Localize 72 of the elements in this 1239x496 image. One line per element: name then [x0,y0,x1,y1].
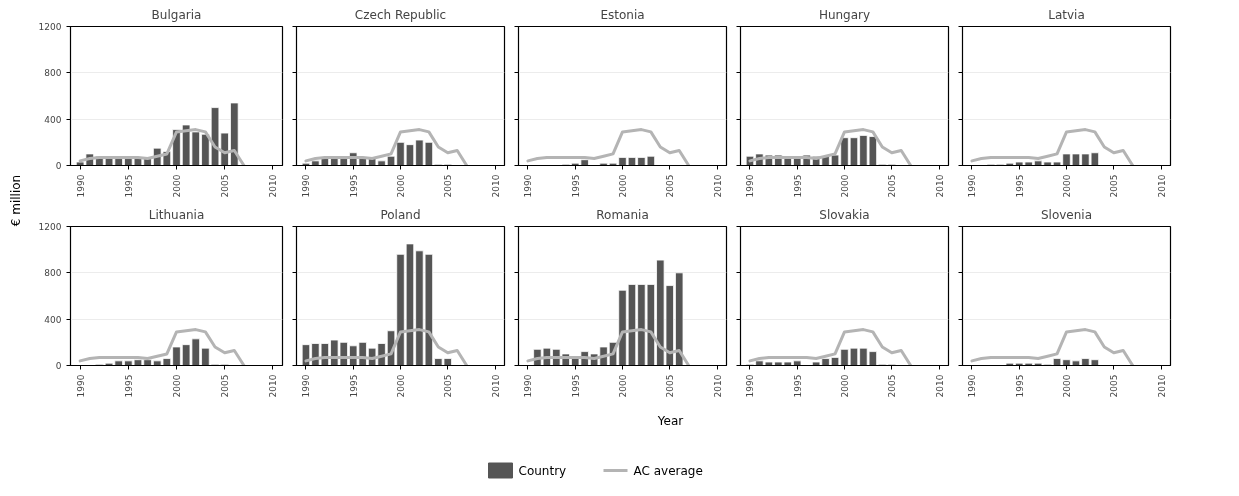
x-tick-label: 2000 [172,174,182,198]
x-tick-label: 2010 [268,174,279,198]
x-tick-label: 1995 [348,374,359,398]
x-tick-label: 2000 [396,174,406,198]
chart-title: Latvia [1048,7,1085,22]
x-tick-label: 2005 [665,374,676,398]
chart-title: Slovenia [1040,207,1093,222]
x-tick-label: 1990 [523,374,534,398]
x-tick-label: 1990 [301,374,312,398]
x-tick-label: 2010 [712,174,723,198]
x-tick-label: 2005 [443,374,454,398]
x-tick-label: 2010 [712,374,723,398]
x-tick-label: 2000 [840,374,850,398]
x-tick-label: 2005 [220,374,231,398]
x-tick-label: 1995 [570,374,581,398]
y-tick-label: 800 [44,68,62,79]
x-tick-label: 1995 [1014,374,1025,398]
y-tick-label: 400 [44,314,62,325]
x-tick-label: 1990 [75,174,86,198]
x-tick-label: 2005 [220,174,231,198]
x-tick-label: 2005 [887,374,898,398]
x-tick-label: 2010 [268,374,279,398]
chart-title: Hungary [818,7,871,22]
legend-label: AC average [633,463,703,478]
x-tick-label: 1990 [75,374,86,398]
x-tick-label: 2005 [1109,174,1120,198]
x-tick-label: 2005 [443,174,454,198]
legend-label: Country [518,463,567,478]
y-axis-title: € million [8,174,23,227]
x-tick-label: 1990 [745,374,756,398]
x-tick-label: 2010 [1156,174,1167,198]
x-tick-label: 1990 [301,174,312,198]
y-tick-label: 800 [44,268,62,279]
y-tick-label: 400 [44,114,62,125]
x-tick-label: 1995 [792,174,803,198]
x-tick-label: 1995 [570,174,581,198]
x-tick-label: 1990 [967,174,978,198]
x-tick-label: 2010 [934,174,945,198]
x-axis-title: Year [656,413,684,428]
x-tick-label: 2005 [1109,374,1120,398]
x-tick-label: 2000 [618,174,628,198]
chart-title: Romania [596,207,649,222]
x-tick-label: 2000 [618,374,628,398]
chart-title: Poland [380,207,421,222]
y-tick-label: 0 [55,161,62,171]
x-tick-label: 1990 [967,374,978,398]
x-tick-label: 2010 [1156,374,1167,398]
chart-title: Bulgaria [151,7,202,22]
chart-title: Slovakia [819,207,870,222]
x-tick-label: 2005 [665,174,676,198]
x-tick-label: 2010 [490,174,501,198]
chart-title: Lithuania [148,207,205,222]
x-tick-label: 2000 [1062,174,1072,198]
x-tick-label: 2010 [490,374,501,398]
x-tick-label: 1995 [792,374,803,398]
y-tick-label: 1200 [38,22,62,32]
chart-title: Estonia [600,7,645,22]
x-tick-label: 1995 [1014,174,1025,198]
x-tick-label: 2005 [887,174,898,198]
x-tick-label: 2000 [172,374,182,398]
x-tick-label: 1995 [123,174,134,198]
x-tick-label: 2000 [1062,374,1072,398]
x-tick-label: 2010 [934,374,945,398]
x-tick-label: 1995 [123,374,134,398]
y-tick-label: 0 [55,361,62,371]
x-tick-label: 1990 [745,174,756,198]
chart-title: Czech Republic [354,7,447,22]
x-tick-label: 2000 [840,174,850,198]
x-tick-label: 1990 [523,174,534,198]
x-tick-label: 1995 [348,174,359,198]
x-tick-label: 2000 [396,374,406,398]
y-tick-label: 1200 [38,222,62,232]
